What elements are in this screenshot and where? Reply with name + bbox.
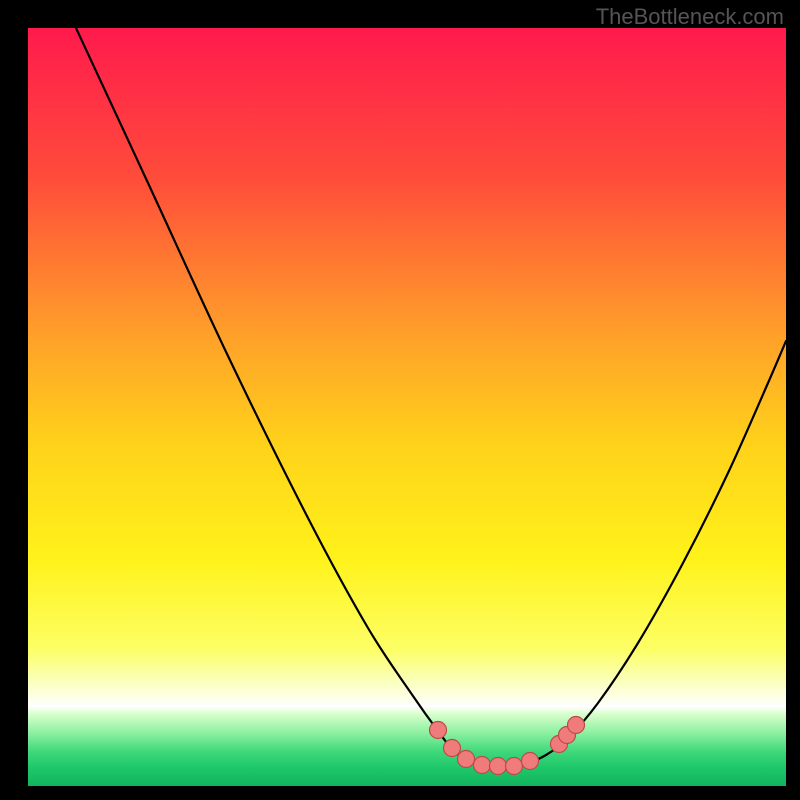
marker-point — [458, 751, 475, 768]
gradient-background — [28, 28, 786, 786]
marker-point — [490, 758, 507, 775]
marker-point — [522, 753, 539, 770]
marker-point — [444, 740, 461, 757]
marker-point — [474, 757, 491, 774]
bottleneck-chart — [0, 0, 800, 800]
marker-point — [568, 717, 585, 734]
marker-point — [430, 722, 447, 739]
watermark-source: TheBottleneck.com — [596, 4, 784, 30]
marker-point — [506, 758, 523, 775]
